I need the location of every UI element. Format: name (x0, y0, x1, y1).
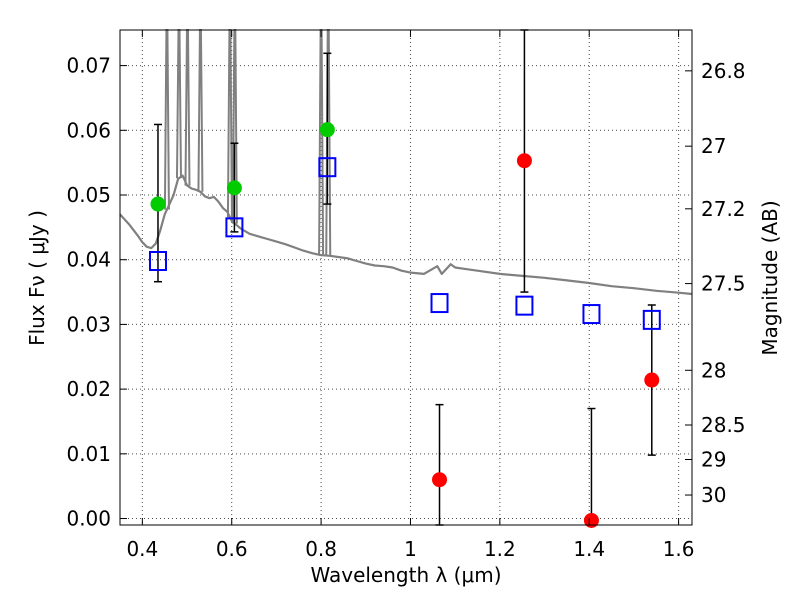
model-flux-square (148, 251, 167, 271)
y-tick-label: 0.07 (66, 54, 111, 78)
x-tick-label: 1.2 (484, 537, 516, 561)
y-tick-label: 0.03 (66, 312, 111, 336)
low-sn-point (583, 512, 599, 528)
x-tick-label: 1.4 (573, 537, 605, 561)
detection-point (150, 196, 166, 212)
emission-line (175, 29, 182, 179)
y-tick-label: 0.00 (66, 507, 111, 531)
model-flux-square (318, 157, 337, 178)
y-tick-label: 0.02 (66, 377, 111, 401)
detection-point (319, 122, 335, 138)
mag-tick-label: 27.5 (701, 272, 746, 296)
low-sn-point (432, 472, 448, 488)
x-tick-label: 0.6 (216, 537, 248, 561)
emission-line (163, 29, 170, 210)
model-spectrum (119, 29, 693, 296)
model-flux-square (642, 309, 661, 330)
detection-point (226, 180, 242, 196)
mag-tick-label: 26.8 (701, 59, 746, 83)
model-flux-square (582, 304, 601, 325)
low-sn-point (644, 372, 660, 388)
tick-labels: 0.4 0.6 0.8 1 1.2 1.4 1.6 0.00 0.01 0.02 0.03 0.04 0… (66, 54, 745, 561)
x-tick-label: 0.4 (126, 537, 158, 561)
mag-tick-label: 29 (701, 448, 726, 472)
mag-tick-label: 28 (701, 358, 726, 382)
x-tick-label: 1.6 (663, 537, 695, 561)
mag-tick-label: 27 (701, 134, 726, 158)
x-tick-label: 0.8 (305, 537, 337, 561)
x-tick-label: 1 (404, 537, 417, 561)
axis-ticks (120, 30, 692, 525)
y-axis-title: Flux Fν ( μJy ) (25, 210, 49, 346)
mag-tick-label: 30 (701, 483, 726, 507)
y-tick-label: 0.04 (66, 248, 111, 272)
y-tick-label: 0.05 (66, 183, 111, 207)
y-tick-label: 0.01 (66, 442, 111, 466)
plot-frame (119, 29, 693, 526)
x-axis-title: Wavelength λ (μm) (310, 563, 501, 587)
model-flux-square (225, 217, 244, 238)
emission-line (197, 29, 204, 192)
y-tick-label: 0.06 (66, 118, 111, 142)
mag-tick-label: 28.5 (701, 413, 746, 437)
model-flux-square (515, 295, 534, 316)
emission-line (184, 29, 191, 186)
low-sn-point (516, 153, 532, 169)
data-markers (148, 122, 661, 528)
grid-lines (120, 30, 692, 525)
spectrum-line (119, 174, 693, 296)
mag-tick-label: 27.2 (701, 197, 746, 221)
model-flux-square (430, 293, 449, 314)
right-axis-title: Magnitude (AB) (758, 200, 782, 355)
